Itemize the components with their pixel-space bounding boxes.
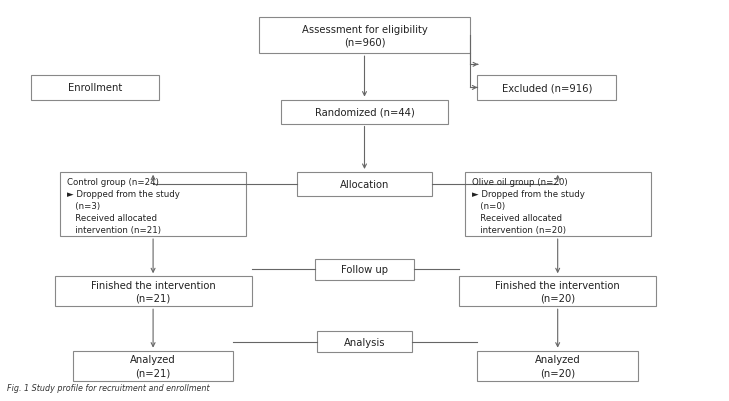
Text: Follow up: Follow up — [341, 265, 388, 274]
FancyBboxPatch shape — [459, 277, 656, 306]
Text: Analysis: Analysis — [344, 337, 385, 346]
FancyBboxPatch shape — [31, 76, 159, 100]
FancyBboxPatch shape — [60, 172, 246, 237]
Text: Control group (n=24)
► Dropped from the study
   (n=3)
   Received allocated
   : Control group (n=24) ► Dropped from the … — [67, 177, 180, 235]
FancyBboxPatch shape — [477, 76, 616, 100]
FancyBboxPatch shape — [259, 18, 470, 54]
Text: Randomized (n=44): Randomized (n=44) — [315, 107, 414, 117]
FancyBboxPatch shape — [297, 172, 432, 196]
Text: Enrollment: Enrollment — [68, 83, 122, 93]
FancyBboxPatch shape — [73, 350, 233, 381]
Text: Fig. 1 Study profile for recruitment and enrollment: Fig. 1 Study profile for recruitment and… — [7, 383, 210, 392]
FancyBboxPatch shape — [464, 172, 650, 237]
Text: Finished the intervention
(n=20): Finished the intervention (n=20) — [495, 280, 620, 303]
FancyBboxPatch shape — [281, 100, 448, 124]
Text: Olive oil group (n=20)
► Dropped from the study
   (n=0)
   Received allocated
 : Olive oil group (n=20) ► Dropped from th… — [472, 177, 585, 235]
Text: Assessment for eligibility
(n=960): Assessment for eligibility (n=960) — [302, 24, 427, 48]
FancyBboxPatch shape — [317, 331, 412, 352]
FancyBboxPatch shape — [315, 259, 413, 280]
FancyBboxPatch shape — [477, 350, 638, 381]
Text: Finished the intervention
(n=21): Finished the intervention (n=21) — [90, 280, 216, 303]
Text: Analyzed
(n=21): Analyzed (n=21) — [130, 354, 176, 377]
Text: Allocation: Allocation — [340, 180, 389, 189]
Text: Analyzed
(n=20): Analyzed (n=20) — [535, 354, 580, 377]
FancyBboxPatch shape — [55, 277, 252, 306]
Text: Excluded (n=916): Excluded (n=916) — [502, 83, 592, 93]
